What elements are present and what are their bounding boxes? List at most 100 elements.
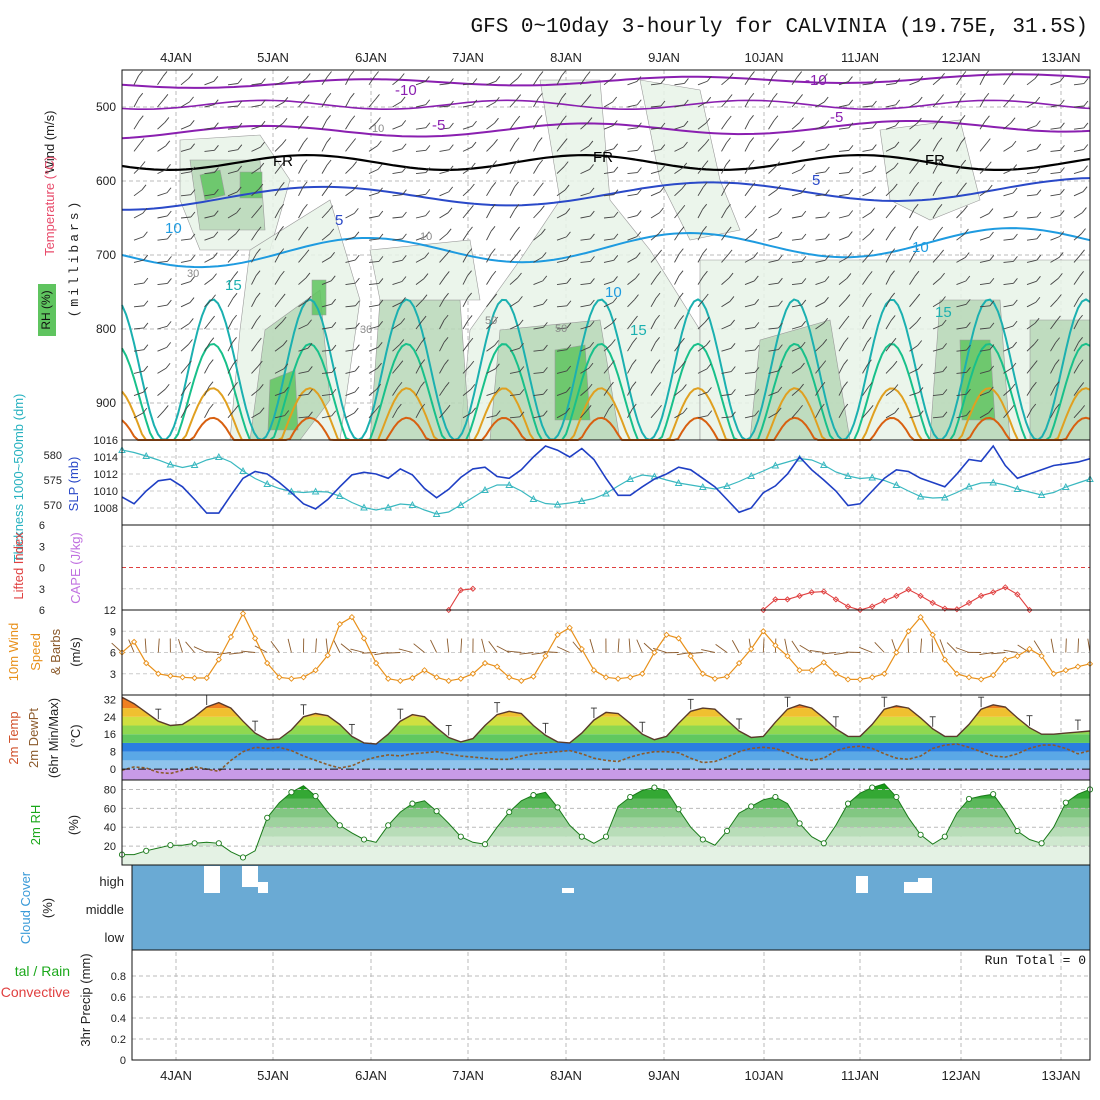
wind-barb — [298, 370, 309, 374]
wind-barb-flag — [237, 100, 243, 107]
pressure-tick-label: 600 — [96, 174, 116, 188]
wind-barb — [1050, 342, 1057, 352]
wind-barb-flag — [843, 337, 849, 343]
wind-barb-flag — [754, 299, 760, 305]
wind-barb — [838, 342, 845, 352]
wind-barb — [603, 301, 614, 308]
isotherm-minus10 — [121, 73, 1091, 89]
wind-barb-flag — [490, 203, 496, 210]
wind-barb — [321, 76, 328, 86]
wind-barb — [287, 638, 292, 653]
lifted-index-point — [820, 588, 827, 595]
wind-barb-flag — [304, 94, 310, 100]
wind-barb — [1073, 127, 1084, 130]
wind-barb — [721, 393, 732, 397]
wind-barb — [298, 347, 309, 352]
wind-barb — [1026, 171, 1037, 175]
wind-speed-point — [566, 624, 573, 631]
wind-barb — [862, 191, 872, 197]
wind-barb-flag — [776, 407, 782, 414]
wind-barb-flag — [960, 137, 966, 143]
wind-barb-flag — [660, 100, 666, 107]
wind-barb-flag — [143, 322, 149, 329]
slp-tick-label: 1010 — [94, 486, 118, 498]
wind-barb-flag — [279, 182, 285, 188]
wind-barb-flag — [1079, 271, 1084, 277]
wind-barb — [180, 78, 189, 86]
wind-barb — [321, 164, 328, 174]
wind-barb-flag — [443, 337, 449, 343]
wind-barb-flag — [354, 254, 360, 261]
wind-barb-flag — [801, 278, 807, 284]
wind-barb — [956, 98, 962, 108]
wind-barb-flag — [939, 249, 944, 256]
wind-barb-flag — [1035, 96, 1041, 103]
thickness-point — [868, 473, 877, 481]
wind-barb — [368, 238, 379, 241]
wind-barb-flag — [683, 141, 688, 148]
wind-barb — [1026, 343, 1035, 352]
rh-tick-label: 60 — [104, 803, 116, 815]
wind-barb-flag — [1057, 294, 1062, 300]
wind-barb — [368, 122, 377, 130]
wind-barb — [768, 259, 779, 263]
wind-barb — [509, 99, 518, 108]
cloud-gap — [204, 866, 220, 893]
wind-barb-flag — [678, 292, 684, 299]
wind-speed-point — [881, 670, 888, 677]
wind-barb-flag — [660, 144, 666, 150]
wind-speed-point — [602, 674, 610, 681]
wind-barb-flag — [1035, 120, 1041, 126]
wind-barb — [909, 165, 916, 174]
contour-label: 30 — [360, 324, 372, 336]
wind-barb-flag — [801, 210, 807, 217]
wind-barb — [274, 368, 285, 374]
wind-barb — [204, 342, 211, 352]
rh2m-point — [167, 842, 174, 849]
wind-barb — [674, 365, 682, 374]
wind-barb-flag — [636, 231, 642, 237]
wind-barb — [462, 104, 473, 108]
wind-barb-flag — [731, 411, 736, 418]
wind-barb-flag — [518, 319, 524, 326]
wind-barb-flag — [895, 78, 901, 84]
wind-barb-flag — [377, 342, 383, 348]
wind-barb-flag — [681, 183, 687, 190]
wind-barb — [274, 391, 285, 397]
wind-barb — [345, 282, 356, 286]
temp-tick-label: 16 — [104, 729, 116, 741]
wind-speed-point — [627, 674, 634, 681]
wind-barb-flag — [376, 117, 381, 123]
wind-barb-flag — [749, 159, 755, 166]
wind-barb — [744, 164, 751, 174]
wind-barb-flag — [400, 318, 406, 324]
wind-barb — [650, 83, 661, 86]
wind-barb — [838, 257, 848, 263]
wind-barb — [251, 253, 257, 263]
wind-barb-flag — [870, 207, 876, 213]
wind-barb — [650, 254, 658, 263]
wind-barb-flag — [1080, 249, 1085, 256]
wind-barb — [345, 236, 356, 241]
wind-barb — [392, 386, 399, 396]
wind-barb-flag — [966, 367, 971, 373]
wind-barb-flag — [585, 71, 591, 77]
date-label-bottom: 13JAN — [1041, 1068, 1080, 1083]
ylabel-pct: (%) — [66, 815, 81, 835]
temp-band — [122, 716, 1090, 726]
wind-barb — [838, 193, 849, 197]
wind-barb — [1073, 191, 1084, 197]
wind-barb — [509, 347, 520, 352]
date-label-bottom: 8JAN — [550, 1068, 582, 1083]
wind-barb — [157, 238, 168, 241]
wind-barb — [768, 120, 775, 130]
wind-barb-flag — [213, 231, 219, 238]
wind-barb-flag — [164, 383, 170, 390]
wind-barb — [791, 192, 802, 197]
wind-speed-point — [348, 613, 356, 621]
wind-barb — [274, 344, 284, 352]
wind-barb-flag — [516, 249, 521, 256]
date-labels: 4JAN4JAN5JAN5JAN6JAN6JAN7JAN7JAN8JAN8JAN… — [160, 50, 1080, 1083]
wind-barb — [533, 393, 544, 397]
wind-barb — [791, 76, 799, 86]
